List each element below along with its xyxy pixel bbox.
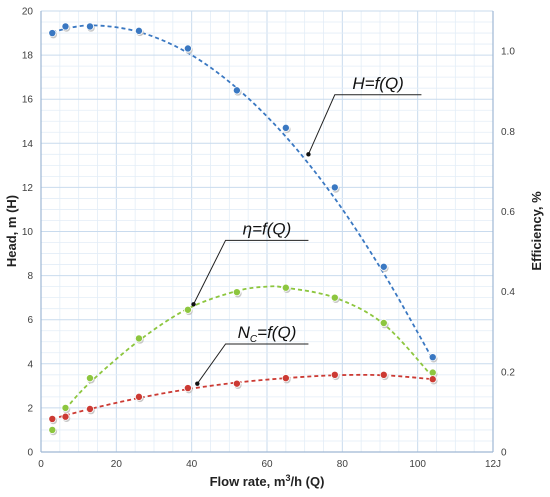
data-point [232,288,241,297]
x-axis-title-rest: /h (Q) [290,474,324,489]
x-tick-label: 20 [111,459,123,470]
data-point [330,370,339,379]
annotation-base: N [238,323,251,342]
y-tick-label: 2 [27,403,33,414]
y2-tick-label: 1.0 [501,47,515,58]
y-axis-title: Head, m (H) [4,195,19,267]
data-point [232,379,241,388]
y-tick-label: 0 [27,448,33,459]
data-point [330,293,339,302]
data-point [85,405,94,414]
data-point [379,319,388,328]
y-tick-label: 12 [22,183,34,194]
annotation-sub: C [250,334,258,345]
data-point [281,374,290,383]
fit-curve-0 [52,24,434,360]
y2-tick-label: 0.8 [501,127,515,138]
axes [40,11,494,453]
y-tick-label: 6 [27,315,33,326]
y2-tick-label: 0.6 [501,207,515,218]
y-tick-labels: 0 2 4 6 8 10 12 14 16 18 20 [22,7,34,459]
data-point [85,22,94,31]
x-tick-labels: 0 20 40 60 80 100 12J [38,459,501,470]
fit-curve-2 [52,373,433,420]
annotation-label-0: H=f(Q) [352,74,403,93]
data-point [281,123,290,132]
fit-curve-1 [64,285,434,410]
y-tick-label: 18 [22,51,34,62]
data-point [428,368,437,377]
data-point [85,374,94,383]
x-tick-label: 100 [409,459,426,470]
data-point [134,334,143,343]
x-tick-label: 60 [261,459,273,470]
annotation-leader-1 [193,239,309,305]
fit-curves [52,24,434,420]
annotation-rest: =f(Q) [257,323,296,342]
data-point [232,86,241,95]
x-axis-title-sup: 3 [285,473,290,483]
data-points [48,22,438,436]
y-tick-label: 8 [27,271,33,282]
data-point [48,29,57,38]
annotation-label-2: NC=f(Q) [238,323,297,345]
data-point [134,26,143,35]
grid [40,10,494,453]
x-tick-label: 40 [186,459,198,470]
y-tick-label: 16 [22,95,34,106]
data-point [183,44,192,53]
data-point [61,412,70,421]
y-tick-label: 20 [22,7,34,18]
y-tick-label: 14 [22,139,34,150]
annotations: H=f(Q) η=f(Q) NC=f(Q) [191,74,422,386]
y2-tick-labels: 0 0.2 0.4 0.6 0.8 1.0 [501,47,515,459]
annotation-leader-2 [196,343,309,384]
data-point [330,183,339,192]
data-point [379,370,388,379]
data-point [48,414,57,423]
data-point [134,392,143,401]
data-point [48,425,57,434]
annotation-leader-0 [307,94,422,155]
y-tick-label: 10 [22,227,34,238]
y2-tick-label: 0.2 [501,367,515,378]
annotation-marker [191,302,196,307]
annotation-marker [306,152,311,157]
data-point [379,262,388,271]
annotation-label-1: η=f(Q) [243,219,292,238]
y-tick-label: 4 [27,359,33,370]
x-axis-title-main: Flow rate, m [210,474,286,489]
x-tick-label: 12J [485,459,501,470]
data-point [61,22,70,31]
x-tick-label: 80 [337,459,349,470]
data-point [281,283,290,292]
data-point [428,375,437,384]
data-point [183,384,192,393]
y2-tick-label: 0 [501,448,507,459]
data-point [61,403,70,412]
x-tick-label: 0 [38,459,44,470]
data-point [183,305,192,314]
annotation-marker [195,381,200,386]
x-axis-title: Flow rate, m3/h (Q) [210,473,325,489]
y2-axis-title: Efficiency, % [529,191,544,271]
data-point [428,353,437,362]
y2-tick-label: 0.4 [501,287,515,298]
